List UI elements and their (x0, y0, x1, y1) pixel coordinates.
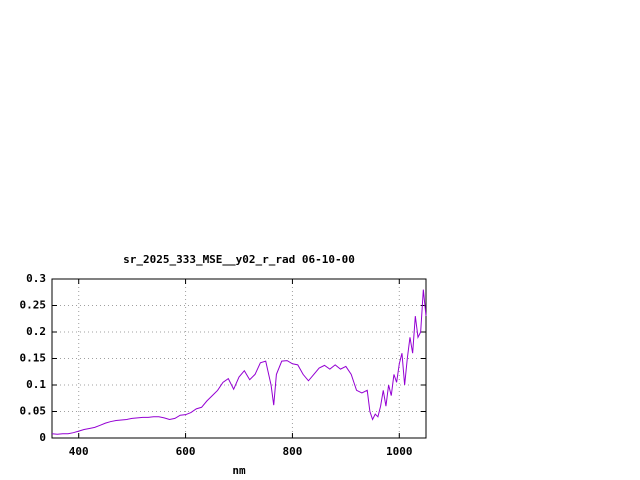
y-tick-label: 0.3 (26, 272, 46, 285)
x-tick-label: 600 (176, 445, 196, 458)
y-tick-label: 0.05 (20, 405, 47, 418)
y-tick-label: 0 (39, 431, 46, 444)
y-tick-label: 0.1 (26, 378, 46, 391)
x-tick-label: 1000 (386, 445, 413, 458)
y-tick-label: 0.2 (26, 325, 46, 338)
y-tick-label: 0.25 (20, 299, 47, 312)
x-tick-label: 400 (69, 445, 89, 458)
plot-border (51, 278, 427, 439)
chart-title: sr_2025_333_MSE__y02_r_rad 06-10-00 (123, 253, 355, 266)
y-tick-label: 0.15 (20, 352, 47, 365)
x-axis-label: nm (232, 464, 246, 477)
x-tick-label: 800 (282, 445, 302, 458)
data-line (51, 289, 427, 435)
